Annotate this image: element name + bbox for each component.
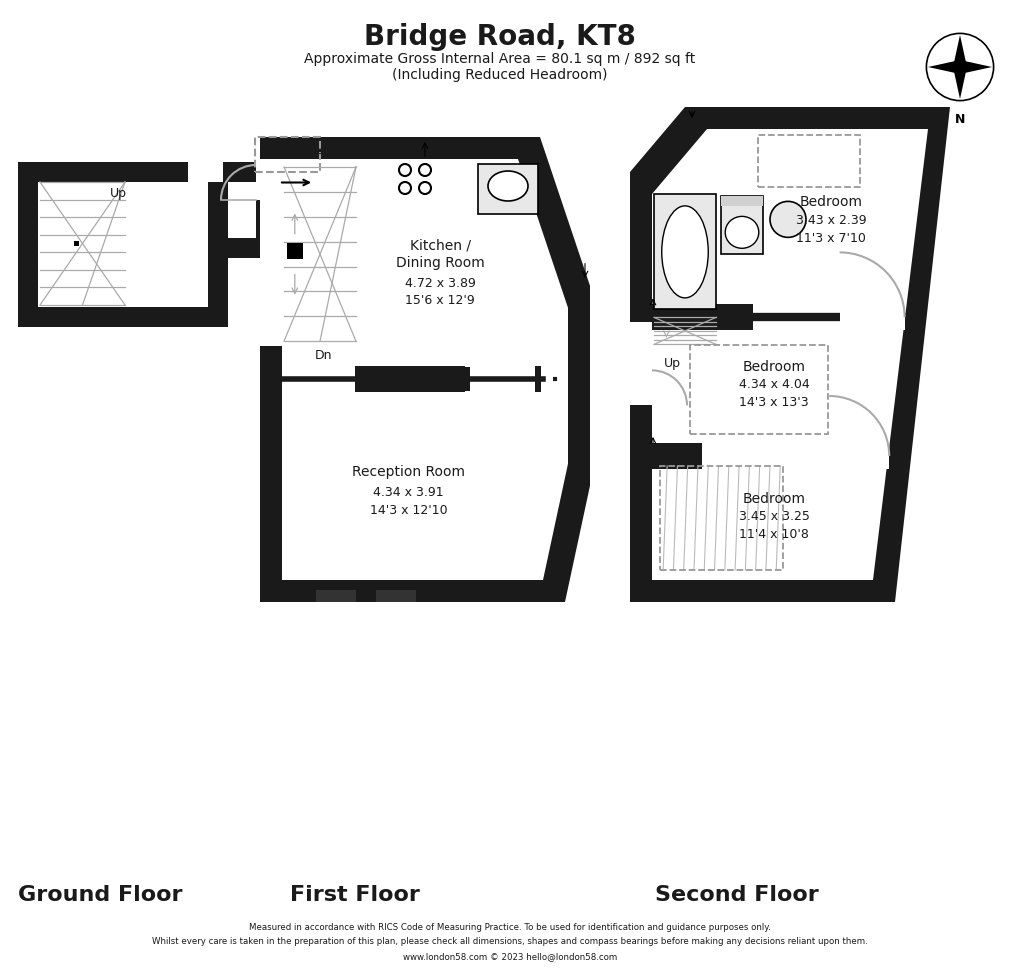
Bar bbox=[689, 346, 826, 434]
Text: Bridge Road, KT8: Bridge Road, KT8 bbox=[364, 23, 635, 51]
Text: Bedroom: Bedroom bbox=[742, 492, 805, 506]
Bar bbox=[757, 135, 860, 187]
Text: = Reduced Headroom: = Reduced Headroom bbox=[334, 148, 487, 161]
Text: Bedroom: Bedroom bbox=[742, 360, 805, 373]
Text: 4.72 x 3.89: 4.72 x 3.89 bbox=[405, 276, 475, 290]
Bar bbox=[187, 162, 223, 182]
Bar bbox=[228, 182, 256, 237]
Bar bbox=[375, 588, 417, 602]
Bar bbox=[651, 305, 752, 330]
Bar bbox=[38, 182, 208, 307]
Text: First Floor: First Floor bbox=[289, 885, 420, 905]
Ellipse shape bbox=[725, 216, 758, 248]
Bar bbox=[316, 590, 356, 602]
Bar bbox=[653, 194, 715, 310]
Bar bbox=[720, 196, 762, 206]
Text: 4.34 x 3.91: 4.34 x 3.91 bbox=[373, 486, 443, 499]
Bar bbox=[478, 164, 537, 214]
Bar bbox=[376, 590, 416, 602]
Text: 3.43 x 2.39: 3.43 x 2.39 bbox=[795, 214, 865, 227]
Text: N: N bbox=[954, 112, 964, 126]
Bar bbox=[651, 443, 701, 469]
Text: Measured in accordance with RICS Code of Measuring Practice. To be used for iden: Measured in accordance with RICS Code of… bbox=[249, 922, 770, 931]
Bar bbox=[315, 588, 357, 602]
Bar bbox=[651, 305, 904, 330]
Text: 11'3 x 7'10: 11'3 x 7'10 bbox=[795, 232, 865, 244]
Bar bbox=[260, 159, 281, 346]
Text: www.london58.com © 2023 hello@london58.com: www.london58.com © 2023 hello@london58.c… bbox=[403, 953, 616, 961]
Text: 15'6 x 12'9: 15'6 x 12'9 bbox=[405, 294, 475, 307]
Bar bbox=[74, 241, 78, 246]
Text: 11'4 x 10'8: 11'4 x 10'8 bbox=[739, 529, 808, 541]
Polygon shape bbox=[260, 137, 589, 602]
Text: (Including Reduced Headroom): (Including Reduced Headroom) bbox=[392, 68, 607, 82]
Ellipse shape bbox=[487, 171, 528, 201]
Bar bbox=[839, 305, 904, 330]
Text: Ground Floor: Ground Floor bbox=[18, 885, 182, 905]
Bar bbox=[651, 443, 889, 469]
Ellipse shape bbox=[769, 201, 805, 237]
Text: Reception Room: Reception Room bbox=[352, 465, 465, 480]
Text: Up: Up bbox=[315, 144, 332, 157]
Text: IN: IN bbox=[318, 176, 332, 189]
Text: Second Floor: Second Floor bbox=[654, 885, 818, 905]
Bar bbox=[286, 243, 303, 259]
Bar bbox=[651, 305, 706, 330]
Text: 14'3 x 13'3: 14'3 x 13'3 bbox=[739, 397, 808, 409]
Text: Bedroom: Bedroom bbox=[799, 195, 862, 209]
Text: 4.34 x 4.04: 4.34 x 4.04 bbox=[738, 378, 809, 391]
Polygon shape bbox=[952, 67, 966, 99]
Bar bbox=[720, 196, 762, 254]
Bar bbox=[18, 162, 228, 327]
Text: 14'3 x 12'10: 14'3 x 12'10 bbox=[369, 504, 447, 517]
Bar bbox=[659, 466, 783, 570]
Text: Whilst every care is taken in the preparation of this plan, please check all dim: Whilst every care is taken in the prepar… bbox=[152, 938, 867, 947]
Bar bbox=[281, 365, 552, 392]
Polygon shape bbox=[630, 107, 949, 602]
Polygon shape bbox=[959, 60, 991, 74]
Text: Up: Up bbox=[109, 188, 126, 200]
Bar bbox=[255, 137, 320, 172]
Bar bbox=[535, 365, 540, 392]
Bar bbox=[256, 162, 276, 200]
Text: Up: Up bbox=[663, 358, 681, 370]
Bar bbox=[752, 305, 904, 330]
Text: Dining Room: Dining Room bbox=[395, 256, 484, 271]
Bar bbox=[720, 196, 762, 254]
Polygon shape bbox=[651, 129, 927, 580]
Text: Dn: Dn bbox=[315, 349, 332, 362]
Text: 3.45 x 3.25: 3.45 x 3.25 bbox=[738, 511, 809, 524]
Bar bbox=[653, 194, 715, 310]
Bar bbox=[630, 322, 651, 405]
Polygon shape bbox=[952, 35, 966, 67]
Text: Approximate Gross Internal Area = 80.1 sq m / 892 sq ft: Approximate Gross Internal Area = 80.1 s… bbox=[304, 52, 695, 66]
Bar bbox=[828, 443, 889, 469]
Text: Kitchen /: Kitchen / bbox=[409, 238, 470, 252]
Ellipse shape bbox=[661, 206, 707, 298]
Bar bbox=[360, 366, 470, 391]
Bar bbox=[651, 305, 752, 330]
Bar bbox=[360, 371, 470, 387]
Bar bbox=[355, 365, 465, 392]
Polygon shape bbox=[927, 60, 959, 74]
Bar bbox=[176, 162, 187, 182]
Polygon shape bbox=[281, 159, 568, 580]
Bar bbox=[478, 164, 537, 214]
Bar bbox=[228, 162, 276, 258]
